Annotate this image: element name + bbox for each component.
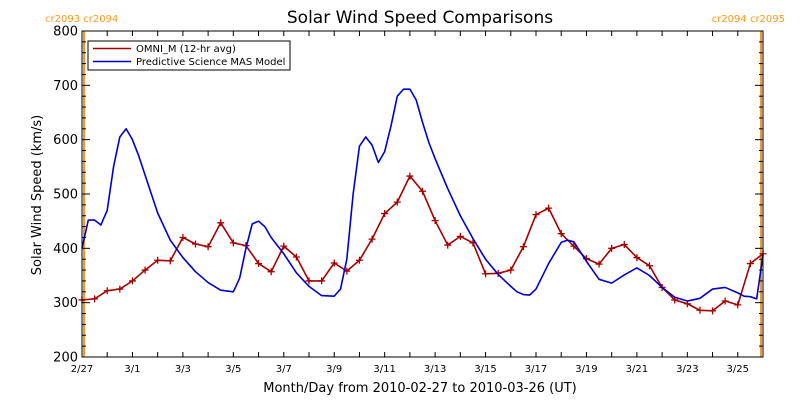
data-point-omni — [166, 257, 174, 265]
data-point-omni — [255, 260, 263, 268]
data-point-omni — [620, 241, 628, 249]
data-point-omni — [280, 242, 288, 250]
data-point-omni — [709, 307, 717, 315]
data-point-omni — [204, 243, 212, 251]
data-point-omni — [545, 204, 553, 212]
data-point-omni — [381, 210, 389, 218]
data-point-omni — [456, 232, 464, 240]
x-axis: 2/27 3/1 3/3 3/5 3/7 3/9 3/11 3/13 3/15 3/17 3/19 3… — [71, 31, 764, 375]
data-point-omni — [154, 256, 162, 264]
data-point-omni — [608, 244, 616, 252]
data-point-omni — [217, 219, 225, 227]
data-point-omni — [179, 233, 187, 241]
data-point-omni — [318, 277, 326, 285]
data-point-omni — [431, 217, 439, 225]
data-point-omni — [444, 241, 452, 249]
data-point-omni — [646, 262, 653, 270]
y-tick-label: 400 — [53, 242, 78, 257]
data-point-omni — [633, 254, 641, 262]
x-tick-label: 3/5 — [225, 364, 241, 375]
y-axis: 200 300 400 500 600 700 800 — [53, 25, 763, 366]
x-tick-label: 3/1 — [124, 364, 140, 375]
legend: OMNI_M (12-hr avg) Predictive Science MA… — [87, 40, 291, 71]
x-tick-label: 3/21 — [626, 364, 648, 375]
series-line-mas — [81, 88, 764, 302]
y-axis-label: Solar Wind Speed (km/s) — [30, 115, 45, 275]
data-point-omni — [557, 230, 565, 238]
data-point-omni — [393, 198, 401, 206]
data-point-omni — [507, 266, 515, 274]
x-tick-label: 3/13 — [424, 364, 446, 375]
data-point-omni — [406, 172, 414, 180]
legend-label-omni: OMNI_M (12-hr avg) — [136, 44, 236, 55]
data-point-omni — [229, 239, 237, 247]
x-tick-label: 3/17 — [525, 364, 547, 375]
y-tick-label: 500 — [53, 188, 78, 203]
cr-marker-label-start: cr2093 cr2094 — [45, 14, 118, 25]
y-tick-label: 800 — [53, 25, 78, 40]
data-point-omni — [595, 260, 603, 268]
data-point-omni — [103, 287, 111, 295]
data-point-omni — [141, 266, 149, 274]
data-point-omni — [292, 253, 300, 261]
x-tick-label: 3/25 — [727, 364, 749, 375]
y-tick-label: 200 — [53, 351, 78, 366]
data-point-omni — [368, 235, 376, 243]
x-tick-label: 2/27 — [71, 364, 93, 375]
y-tick-label: 700 — [53, 79, 78, 94]
chart-title: Solar Wind Speed Comparisons — [287, 8, 553, 28]
data-point-omni — [116, 285, 124, 293]
x-tick-label: 3/19 — [575, 364, 597, 375]
x-tick-label: 3/9 — [326, 364, 342, 375]
data-point-omni — [305, 277, 313, 285]
x-tick-label: 3/15 — [474, 364, 496, 375]
y-tick-label: 300 — [53, 296, 78, 311]
x-tick-label: 3/23 — [676, 364, 698, 375]
series-layer — [78, 88, 767, 315]
data-point-omni — [721, 297, 729, 305]
data-point-omni — [696, 306, 704, 314]
data-point-omni — [128, 277, 136, 285]
data-point-omni — [419, 187, 426, 195]
data-point-omni — [532, 211, 540, 219]
data-point-omni — [192, 240, 199, 248]
data-point-omni — [91, 295, 99, 303]
x-tick-label: 3/7 — [276, 364, 292, 375]
data-point-omni — [746, 260, 754, 268]
x-tick-label: 3/11 — [373, 364, 395, 375]
legend-box — [87, 40, 291, 71]
x-axis-label: Month/Day from 2010-02-27 to 2010-03-26 … — [263, 381, 576, 396]
data-point-omni — [482, 270, 490, 278]
legend-label-mas: Predictive Science MAS Model — [136, 57, 285, 68]
x-tick-label: 3/3 — [175, 364, 191, 375]
series-line-omni — [81, 175, 764, 312]
cr-marker-label-end: cr2094 cr2095 — [712, 14, 785, 25]
data-point-omni — [355, 256, 363, 264]
y-tick-label: 600 — [53, 133, 78, 148]
data-point-omni — [734, 301, 742, 309]
data-point-omni — [330, 259, 338, 267]
data-point-omni — [267, 268, 275, 276]
data-point-omni — [519, 243, 527, 251]
